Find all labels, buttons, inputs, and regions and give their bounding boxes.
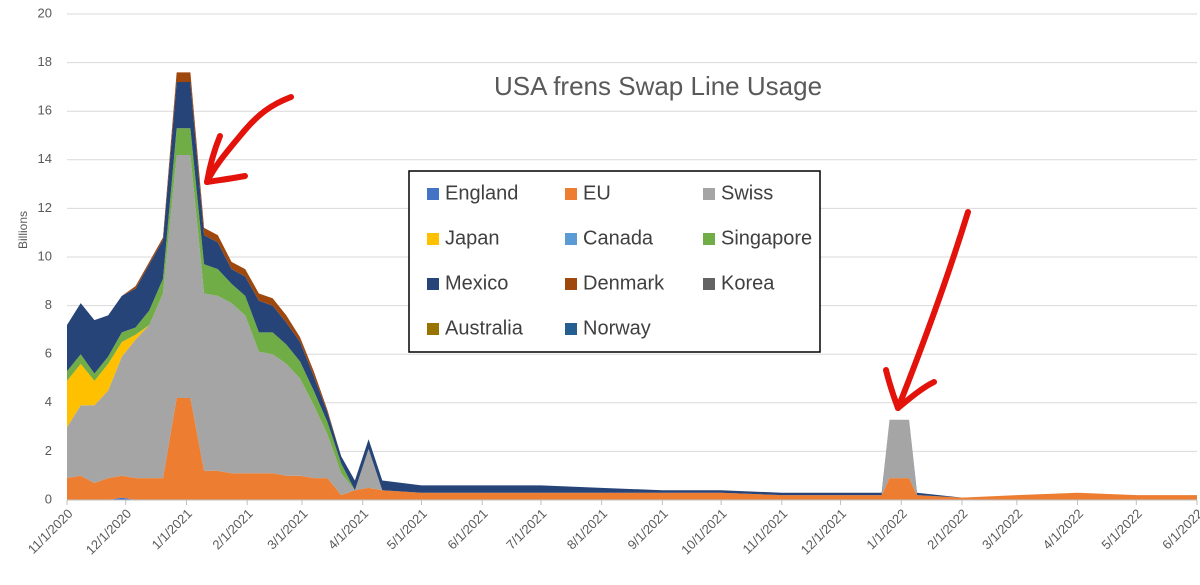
legend-swatch bbox=[427, 323, 439, 335]
y-tick-label: 16 bbox=[38, 103, 52, 118]
x-tick-label: 7/1/2021 bbox=[503, 506, 549, 552]
y-tick-label: 0 bbox=[45, 491, 52, 506]
legend-swatch bbox=[703, 233, 715, 245]
arrow bbox=[204, 94, 294, 185]
legend-label: Korea bbox=[721, 272, 775, 294]
y-tick-label: 2 bbox=[45, 443, 52, 458]
legend-label: Japan bbox=[445, 227, 500, 249]
legend-swatch bbox=[427, 233, 439, 245]
chart-title: USA frens Swap Line Usage bbox=[494, 71, 822, 101]
annotation-arrows bbox=[204, 94, 971, 411]
x-tick-label: 11/1/2020 bbox=[25, 506, 76, 557]
legend-label: England bbox=[445, 182, 518, 204]
legend-swatch bbox=[565, 323, 577, 335]
legend-swatch bbox=[427, 278, 439, 290]
arrow bbox=[883, 367, 901, 411]
x-tick-label: 12/1/2020 bbox=[83, 506, 135, 558]
y-tick-label: 20 bbox=[38, 5, 52, 20]
y-tick-label: 18 bbox=[38, 54, 52, 69]
arrow bbox=[895, 209, 971, 411]
legend-swatch bbox=[703, 188, 715, 200]
legend-swatch bbox=[565, 188, 577, 200]
arrow bbox=[895, 379, 937, 411]
x-tick-label: 6/1/2021 bbox=[444, 506, 490, 552]
y-tick-label: 14 bbox=[38, 151, 52, 166]
legend-label: Norway bbox=[583, 317, 651, 339]
legend-label: EU bbox=[583, 182, 611, 204]
x-tick-label: 12/1/2021 bbox=[798, 506, 850, 558]
x-tick-label: 5/1/2021 bbox=[384, 506, 430, 552]
x-tick-label: 4/1/2021 bbox=[325, 506, 371, 552]
x-tick-label: 9/1/2021 bbox=[625, 506, 671, 552]
x-tick-label: 3/1/2022 bbox=[979, 506, 1025, 552]
y-tick-label: 4 bbox=[45, 394, 52, 409]
area bbox=[67, 154, 1197, 498]
legend-swatch bbox=[703, 278, 715, 290]
x-tick-label: 8/1/2021 bbox=[564, 506, 610, 552]
y-tick-label: 8 bbox=[45, 297, 52, 312]
x-tick-label: 2/1/2022 bbox=[924, 506, 970, 552]
area bbox=[67, 397, 1197, 500]
legend-label: Swiss bbox=[721, 182, 773, 204]
legend-label: Australia bbox=[445, 317, 524, 339]
x-tick-label: 2/1/2021 bbox=[209, 506, 255, 552]
legend-label: Mexico bbox=[445, 272, 508, 294]
y-axis-label: Billions bbox=[16, 211, 30, 249]
x-tick-label: 5/1/2022 bbox=[1098, 506, 1144, 552]
legend-label: Singapore bbox=[721, 227, 812, 249]
x-tick-label: 1/1/2021 bbox=[149, 506, 195, 552]
legend-label: Denmark bbox=[583, 272, 665, 294]
x-tick-label: 10/1/2021 bbox=[678, 506, 730, 558]
y-tick-label: 10 bbox=[38, 248, 52, 263]
arrow bbox=[204, 173, 248, 185]
x-tick-label: 6/1/2022 bbox=[1159, 506, 1200, 552]
x-tick-label: 4/1/2022 bbox=[1040, 506, 1086, 552]
legend-label: Canada bbox=[583, 227, 654, 249]
legend-swatch bbox=[427, 188, 439, 200]
legend-swatch bbox=[565, 278, 577, 290]
legend-box bbox=[408, 170, 821, 353]
legend-swatch bbox=[565, 233, 577, 245]
y-tick-label: 12 bbox=[38, 200, 52, 215]
x-tick-label: 11/1/2021 bbox=[740, 506, 791, 557]
arrow bbox=[204, 133, 223, 185]
y-tick-label: 6 bbox=[45, 346, 52, 361]
x-tick-label: 1/1/2022 bbox=[863, 506, 909, 552]
x-tick-label: 3/1/2021 bbox=[264, 506, 310, 552]
area bbox=[67, 82, 1197, 498]
